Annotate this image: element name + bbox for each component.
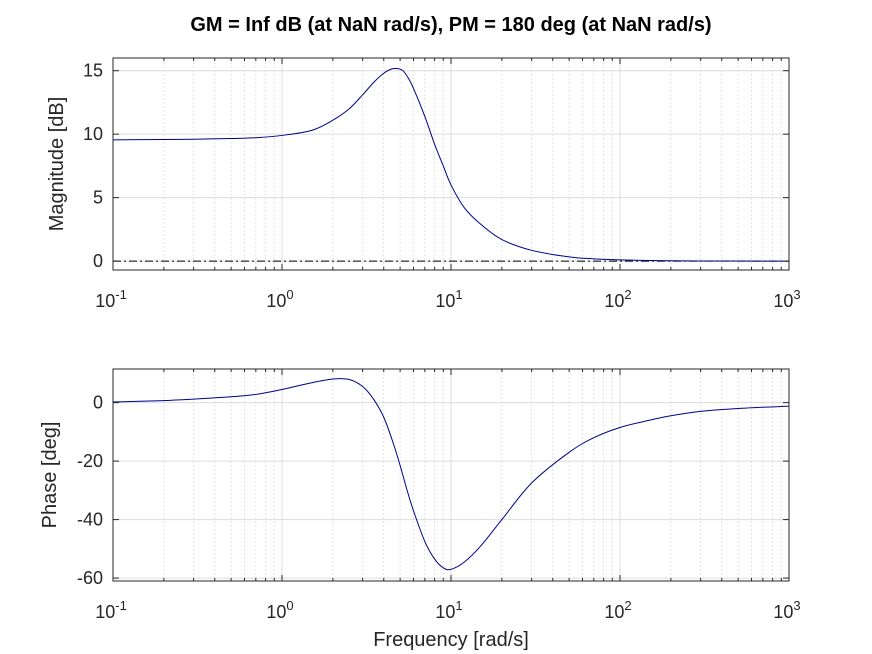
phase-x-tick-label: 100 bbox=[266, 598, 293, 622]
magnitude-y-tick-label: 5 bbox=[93, 188, 103, 208]
magnitude-x-tick-label: 102 bbox=[604, 287, 631, 311]
phase-y-tick-label: -60 bbox=[77, 568, 103, 588]
frequency-xlabel: Frequency [rad/s] bbox=[373, 629, 529, 651]
tick-exponent: 0 bbox=[286, 287, 293, 302]
tick-exponent: -1 bbox=[115, 287, 127, 302]
tick-base: 10 bbox=[435, 291, 455, 311]
tick-base: 10 bbox=[773, 291, 793, 311]
magnitude-x-tick-label: 103 bbox=[773, 287, 800, 311]
tick-exponent: 1 bbox=[455, 598, 462, 613]
phase-x-tick-label: 10-1 bbox=[95, 598, 127, 622]
figure-title: GM = Inf dB (at NaN rad/s), PM = 180 deg… bbox=[190, 14, 711, 36]
magnitude-series-line-0 bbox=[112, 67, 790, 262]
tick-exponent: 2 bbox=[624, 598, 631, 613]
tick-exponent: 1 bbox=[455, 287, 462, 302]
phase-y-tick-label: -20 bbox=[77, 451, 103, 471]
phase-series bbox=[112, 378, 790, 571]
tick-base: 10 bbox=[604, 602, 624, 622]
phase-x-tick-label: 103 bbox=[773, 598, 800, 622]
tick-base: 10 bbox=[435, 602, 455, 622]
magnitude-ylabel: Magnitude [dB] bbox=[46, 97, 68, 232]
magnitude-x-tick-label: 100 bbox=[266, 287, 293, 311]
phase-y-tick-label: 0 bbox=[93, 393, 103, 413]
phase-x-tick-label: 101 bbox=[435, 598, 462, 622]
magnitude-y-tick-label: 15 bbox=[83, 61, 103, 81]
phase-x-tick-label: 102 bbox=[604, 598, 631, 622]
tick-base: 10 bbox=[95, 291, 115, 311]
tick-exponent: -1 bbox=[115, 598, 127, 613]
tick-base: 10 bbox=[773, 602, 793, 622]
tick-base: 10 bbox=[95, 602, 115, 622]
phase-series-line-0 bbox=[112, 378, 790, 571]
tick-base: 10 bbox=[604, 291, 624, 311]
magnitude-x-tick-label: 101 bbox=[435, 287, 462, 311]
tick-base: 10 bbox=[266, 602, 286, 622]
magnitude-y-tick-label: 10 bbox=[83, 124, 103, 144]
magnitude-y-tick-label: 0 bbox=[93, 251, 103, 271]
tick-base: 10 bbox=[266, 291, 286, 311]
tick-exponent: 2 bbox=[624, 287, 631, 302]
magnitude-series bbox=[112, 67, 790, 262]
tick-exponent: 0 bbox=[286, 598, 293, 613]
phase-ylabel: Phase [deg] bbox=[39, 422, 61, 529]
tick-exponent: 3 bbox=[793, 598, 800, 613]
magnitude-x-tick-label: 10-1 bbox=[95, 287, 127, 311]
phase-y-tick-label: -40 bbox=[77, 510, 103, 530]
tick-exponent: 3 bbox=[793, 287, 800, 302]
